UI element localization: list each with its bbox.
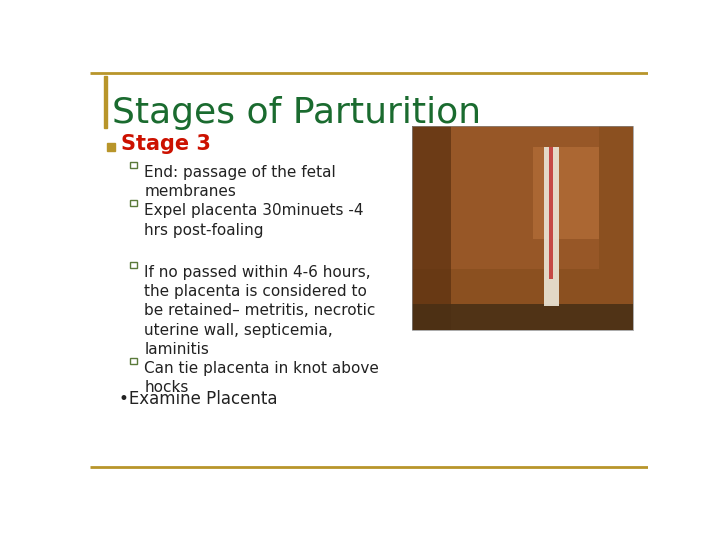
Text: Can tie placenta in knot above
hocks: Can tie placenta in knot above hocks bbox=[144, 361, 379, 395]
Bar bbox=[412, 126, 632, 330]
Text: Expel placenta 30minuets -4
hrs post-foaling: Expel placenta 30minuets -4 hrs post-foa… bbox=[144, 204, 364, 238]
Text: End: passage of the fetal
membranes: End: passage of the fetal membranes bbox=[144, 165, 336, 199]
Bar bbox=[104, 76, 107, 128]
Bar bbox=[107, 143, 114, 151]
Bar bbox=[130, 162, 137, 168]
Bar bbox=[130, 358, 137, 365]
Bar bbox=[544, 147, 559, 306]
Text: Stages of Parturition: Stages of Parturition bbox=[112, 96, 481, 130]
Text: Stage 3: Stage 3 bbox=[121, 134, 211, 154]
Bar bbox=[412, 126, 599, 269]
Bar bbox=[412, 304, 632, 330]
Bar bbox=[412, 126, 632, 330]
Bar bbox=[130, 262, 137, 268]
Bar bbox=[533, 147, 599, 239]
Bar bbox=[549, 147, 554, 279]
Text: •Examine Placenta: •Examine Placenta bbox=[120, 390, 278, 408]
Bar bbox=[412, 126, 451, 330]
Bar bbox=[130, 200, 137, 206]
Text: If no passed within 4-6 hours,
the placenta is considered to
be retained– metrit: If no passed within 4-6 hours, the place… bbox=[144, 265, 376, 357]
